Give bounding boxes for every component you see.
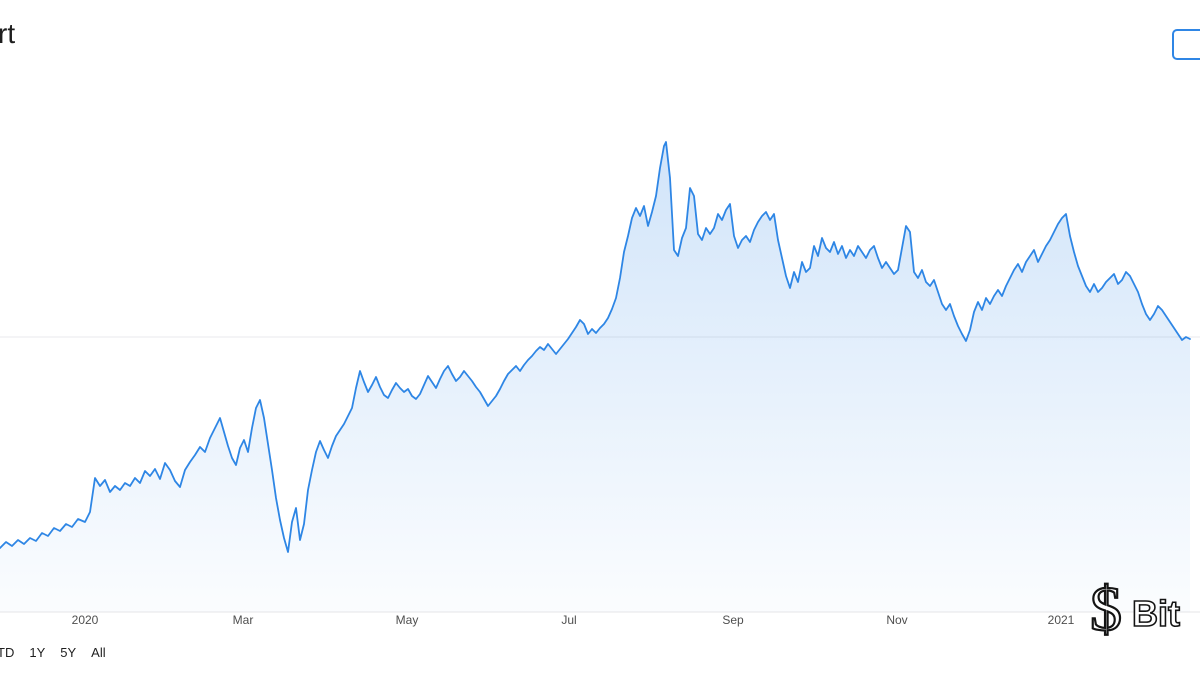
x-tick-label: 2021 — [1047, 613, 1075, 627]
range-all[interactable]: All — [91, 645, 106, 660]
dollar-logo-icon: $ — [1090, 574, 1122, 644]
range-ytd[interactable]: TD — [0, 645, 15, 660]
watermark-logo: $ Bit — [1089, 572, 1200, 649]
x-tick-label: Mar — [232, 613, 254, 627]
x-tick-label: Jul — [561, 613, 577, 627]
top-right-button[interactable] — [1172, 29, 1200, 60]
range-1y[interactable]: 1Y — [29, 645, 46, 660]
page-title: rt — [0, 18, 16, 49]
x-axis: 2020 Mar May Jul Sep Nov 2021 — [0, 611, 1200, 631]
x-tick-label: Sep — [722, 613, 744, 627]
x-tick-label: 2020 — [71, 613, 99, 627]
price-area-path — [0, 142, 1190, 612]
x-tick-label: May — [395, 613, 419, 627]
price-line-path — [0, 141, 1191, 553]
range-5y[interactable]: 5Y — [60, 645, 77, 660]
range-selector: TD 1Y 5Y All — [0, 645, 106, 660]
watermark-text: Bit — [1132, 593, 1180, 634]
x-tick-label: Nov — [886, 613, 908, 627]
